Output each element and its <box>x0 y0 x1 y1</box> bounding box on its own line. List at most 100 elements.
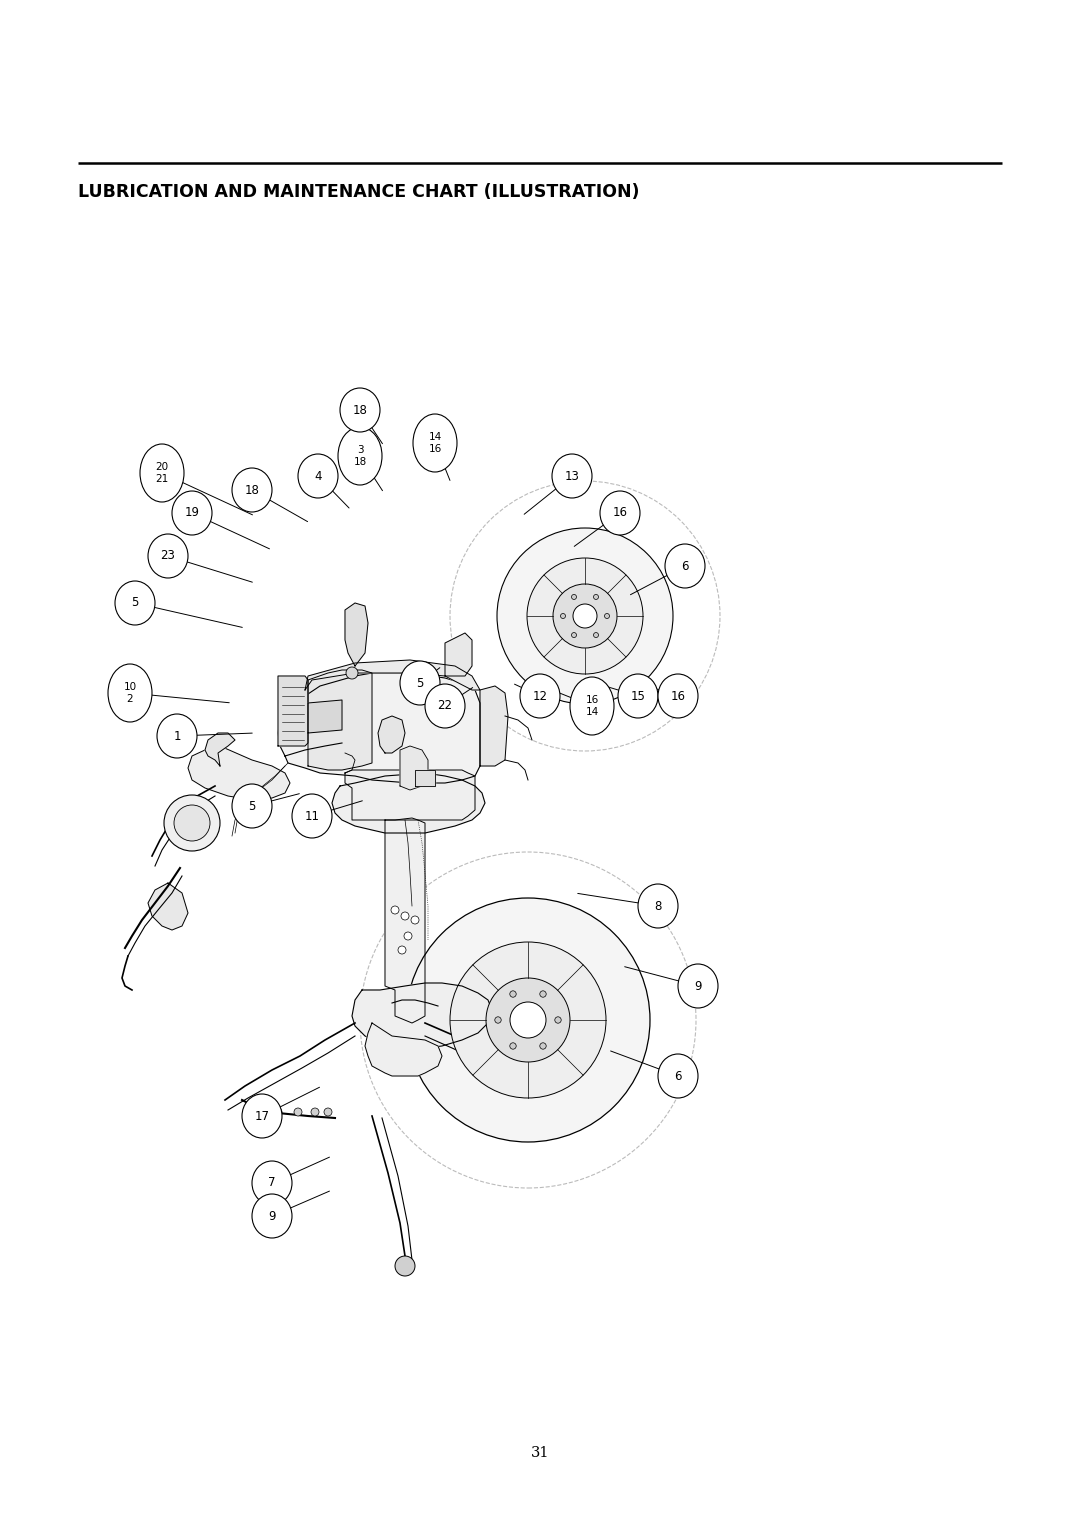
Polygon shape <box>188 746 291 801</box>
Text: 14
16: 14 16 <box>429 432 442 454</box>
Circle shape <box>540 990 546 998</box>
Circle shape <box>411 915 419 924</box>
Circle shape <box>450 941 606 1099</box>
Text: 18: 18 <box>244 483 259 497</box>
Circle shape <box>399 946 406 953</box>
Ellipse shape <box>413 414 457 472</box>
Polygon shape <box>148 883 188 931</box>
Ellipse shape <box>292 795 332 837</box>
Ellipse shape <box>552 454 592 498</box>
Circle shape <box>164 795 220 851</box>
Circle shape <box>311 1108 319 1115</box>
Ellipse shape <box>298 454 338 498</box>
Text: 15: 15 <box>631 689 646 703</box>
Text: 31: 31 <box>530 1445 550 1459</box>
Text: 13: 13 <box>565 469 580 483</box>
Circle shape <box>573 604 597 628</box>
Polygon shape <box>352 983 492 1048</box>
Ellipse shape <box>232 784 272 828</box>
Circle shape <box>274 1108 282 1115</box>
Ellipse shape <box>172 490 212 535</box>
Circle shape <box>294 1108 302 1115</box>
Text: 22: 22 <box>437 700 453 712</box>
Circle shape <box>324 1108 332 1115</box>
Circle shape <box>258 1108 266 1115</box>
Circle shape <box>401 912 409 920</box>
Ellipse shape <box>157 714 197 758</box>
Ellipse shape <box>570 677 615 735</box>
Polygon shape <box>278 672 480 782</box>
Circle shape <box>395 1256 415 1276</box>
Circle shape <box>553 584 617 648</box>
Circle shape <box>510 1042 516 1050</box>
Circle shape <box>497 529 673 704</box>
Circle shape <box>346 668 357 678</box>
Polygon shape <box>278 675 308 746</box>
Text: 9: 9 <box>694 979 702 993</box>
Text: 3
18: 3 18 <box>353 445 366 466</box>
Text: 23: 23 <box>161 550 175 562</box>
Ellipse shape <box>400 662 440 704</box>
Ellipse shape <box>338 426 382 484</box>
Ellipse shape <box>242 1094 282 1138</box>
Ellipse shape <box>519 674 561 718</box>
Circle shape <box>527 558 643 674</box>
Ellipse shape <box>252 1193 292 1238</box>
Circle shape <box>571 633 577 637</box>
Polygon shape <box>400 746 428 790</box>
Text: 5: 5 <box>248 799 256 813</box>
Text: 1: 1 <box>173 729 180 743</box>
Ellipse shape <box>232 468 272 512</box>
Ellipse shape <box>148 533 188 578</box>
Ellipse shape <box>600 490 640 535</box>
Ellipse shape <box>114 581 156 625</box>
Ellipse shape <box>638 885 678 927</box>
Polygon shape <box>384 817 426 1024</box>
Polygon shape <box>480 686 508 766</box>
Circle shape <box>594 633 598 637</box>
Text: 17: 17 <box>255 1109 270 1123</box>
Ellipse shape <box>618 674 658 718</box>
Circle shape <box>561 614 566 619</box>
Text: 16: 16 <box>612 506 627 520</box>
Text: 6: 6 <box>674 1070 681 1082</box>
Text: 16
14: 16 14 <box>585 695 598 717</box>
Text: 12: 12 <box>532 689 548 703</box>
Circle shape <box>486 978 570 1062</box>
Text: 8: 8 <box>654 900 662 912</box>
Text: 11: 11 <box>305 810 320 822</box>
Circle shape <box>174 805 210 840</box>
Text: 10
2: 10 2 <box>123 681 136 704</box>
Polygon shape <box>365 1024 442 1076</box>
Circle shape <box>404 932 411 940</box>
Ellipse shape <box>658 674 698 718</box>
Polygon shape <box>205 733 235 766</box>
Ellipse shape <box>140 445 184 503</box>
Text: LUBRICATION AND MAINTENANCE CHART (ILLUSTRATION): LUBRICATION AND MAINTENANCE CHART (ILLUS… <box>78 183 639 202</box>
Circle shape <box>605 614 609 619</box>
Text: 9: 9 <box>268 1210 275 1222</box>
Circle shape <box>495 1016 501 1024</box>
Polygon shape <box>345 770 475 821</box>
Polygon shape <box>445 633 472 675</box>
Circle shape <box>510 990 516 998</box>
Ellipse shape <box>252 1161 292 1206</box>
Circle shape <box>571 594 577 599</box>
Text: 6: 6 <box>681 559 689 573</box>
Ellipse shape <box>658 1054 698 1099</box>
Text: 20
21: 20 21 <box>156 461 168 484</box>
Polygon shape <box>332 773 485 833</box>
Ellipse shape <box>678 964 718 1008</box>
Ellipse shape <box>108 665 152 723</box>
Text: 18: 18 <box>352 403 367 417</box>
Ellipse shape <box>340 388 380 432</box>
Text: 5: 5 <box>132 596 138 610</box>
Polygon shape <box>308 700 342 733</box>
Polygon shape <box>415 770 435 785</box>
Circle shape <box>391 906 399 914</box>
Text: 4: 4 <box>314 469 322 483</box>
Polygon shape <box>305 660 480 691</box>
Text: 5: 5 <box>416 677 423 689</box>
Polygon shape <box>378 717 405 753</box>
Polygon shape <box>308 669 372 770</box>
